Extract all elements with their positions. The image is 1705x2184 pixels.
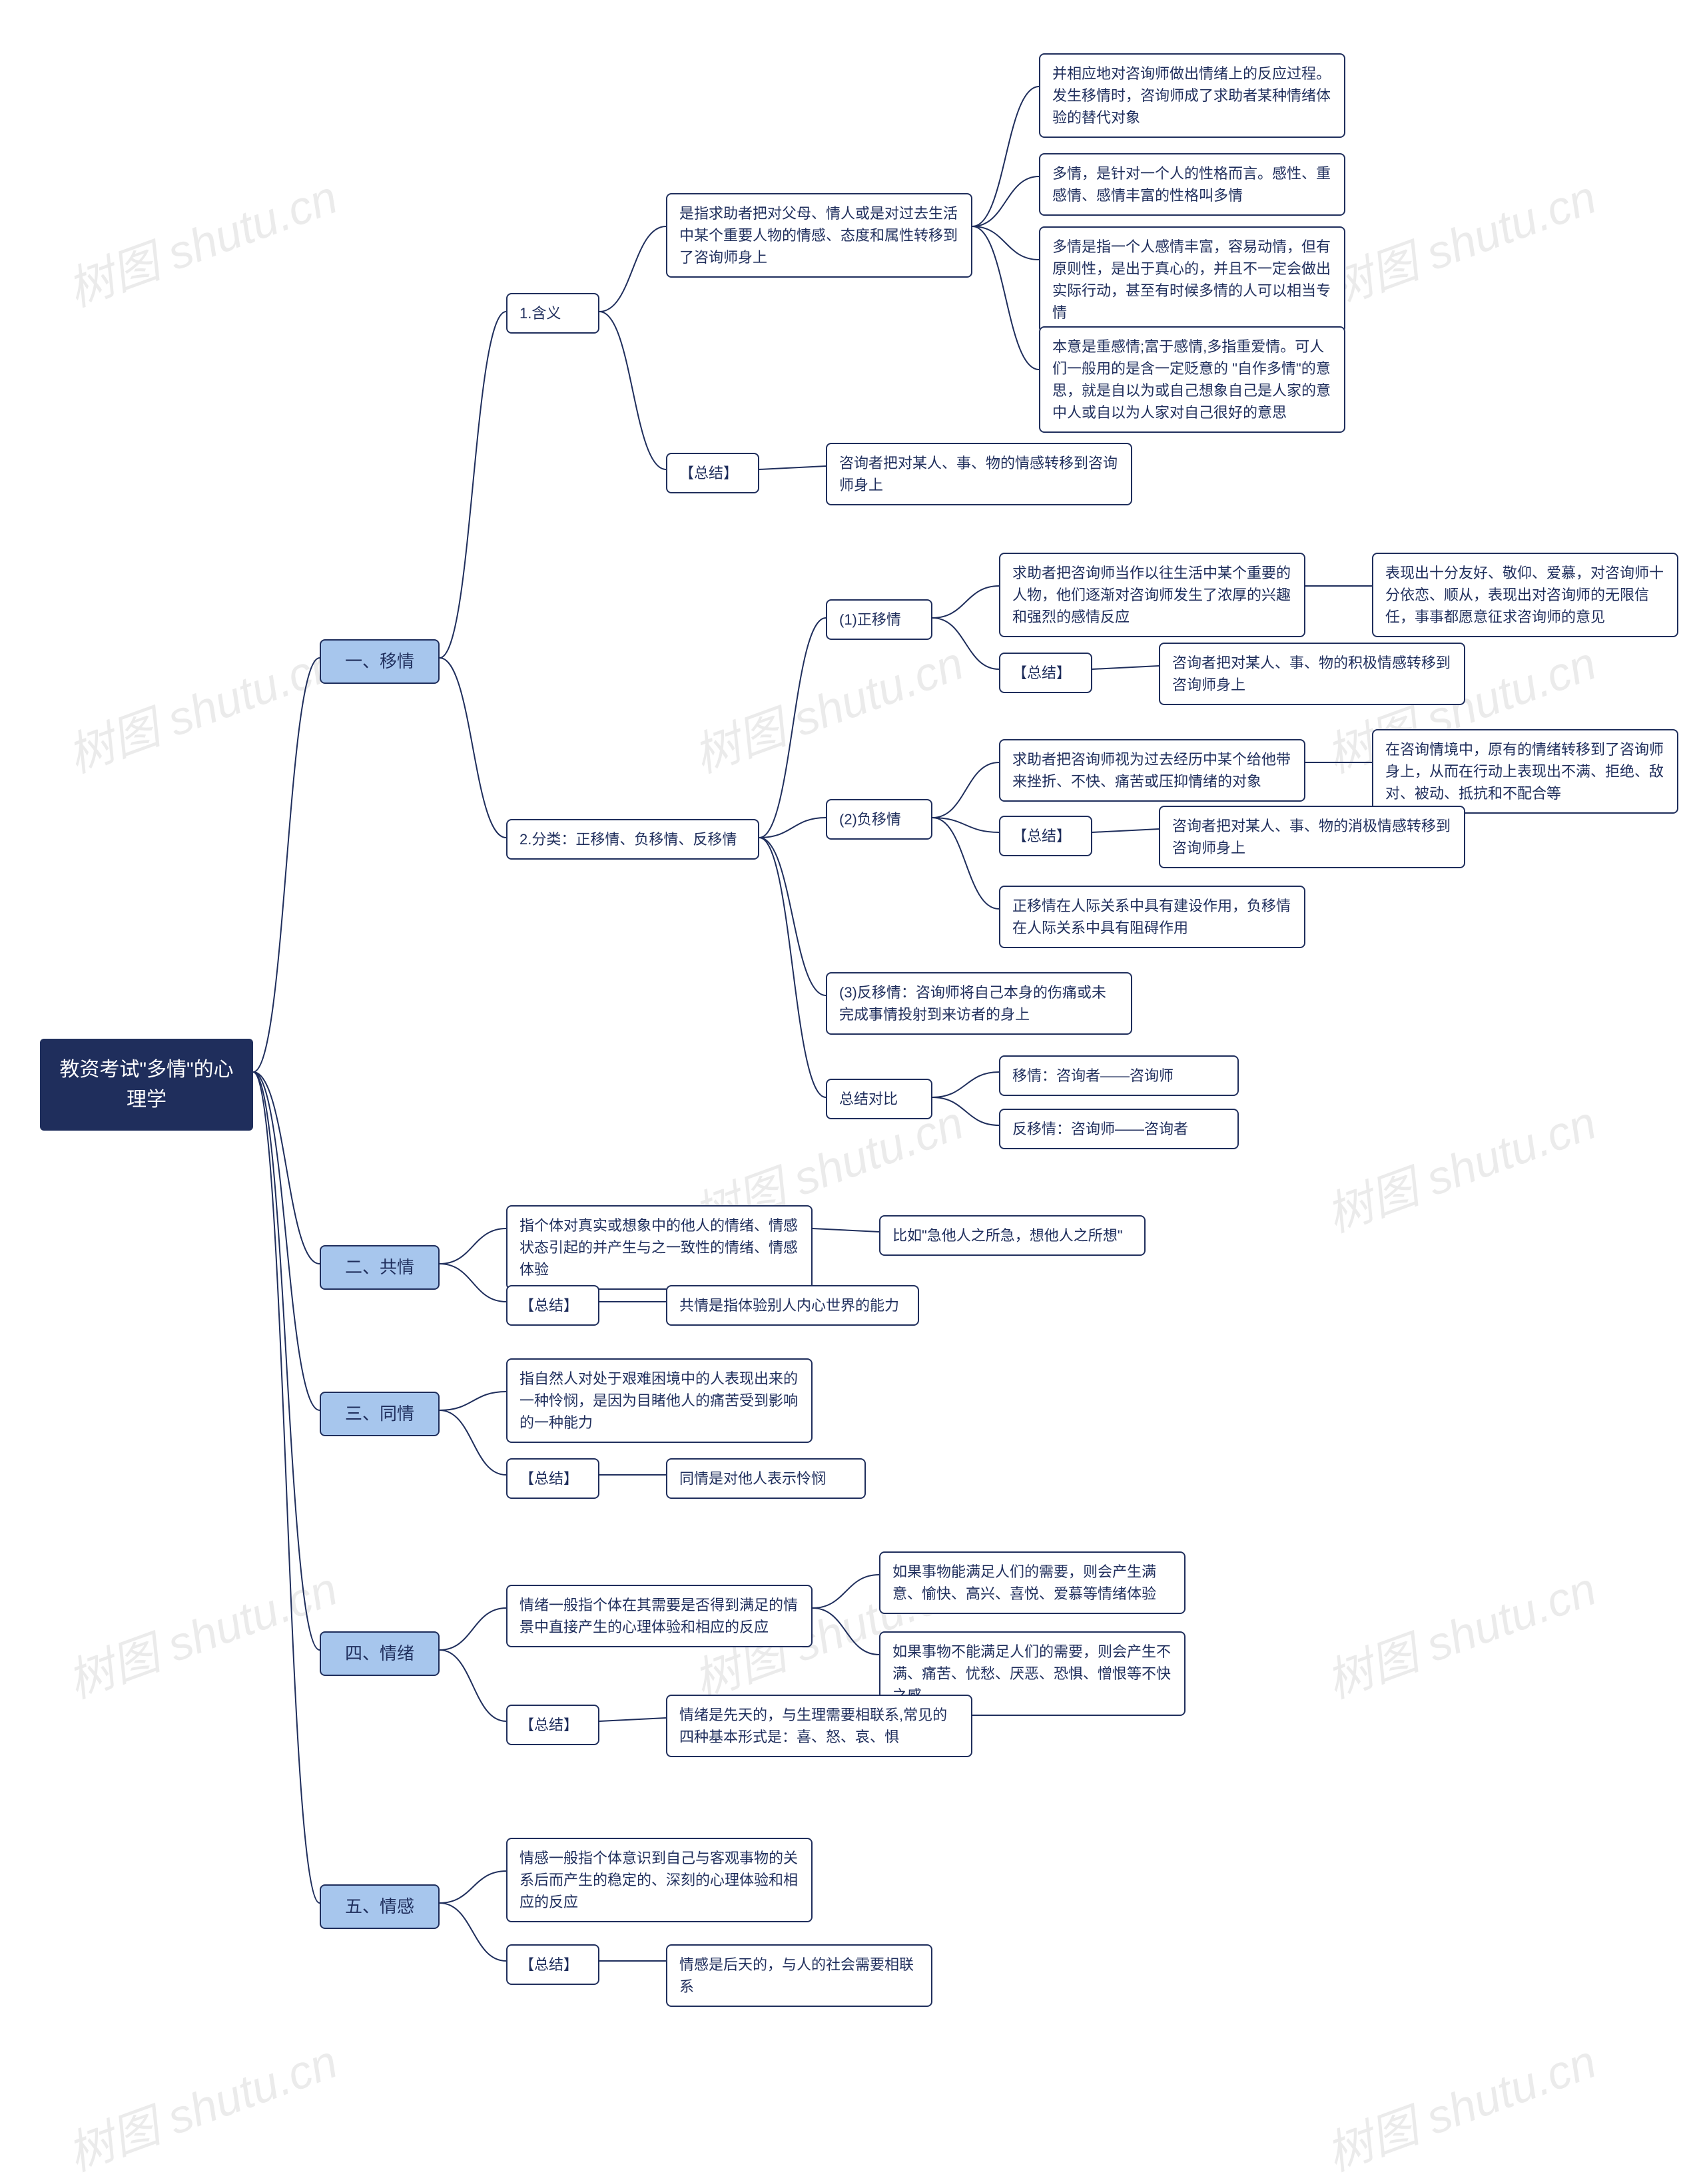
- node-5-a: 情感一般指个体意识到自己与客观事物的关系后而产生的稳定的、深刻的心理体验和相应的…: [506, 1838, 813, 1922]
- node-1-2-b1x: 在咨询情境中，原有的情绪转移到了咨询师身上，从而在行动上表现出不满、拒绝、敌对、…: [1372, 729, 1678, 814]
- node-3-b: 【总结】: [506, 1458, 599, 1499]
- l1-feeling: 五、情感: [320, 1884, 440, 1929]
- node-1-2-a: (1)正移情: [826, 599, 932, 640]
- node-1-2-a2: 【总结】: [999, 653, 1092, 693]
- node-1-2-d1: 移情：咨询者——咨询师: [999, 1055, 1239, 1096]
- watermark: 树图 shutu.cn: [1316, 2025, 1604, 2184]
- node-1-2-b3: 正移情在人际关系中具有建设作用，负移情在人际关系中具有阻碍作用: [999, 886, 1305, 948]
- node-1-2-b1: 求助者把咨询师视为过去经历中某个给他带来挫折、不快、痛苦或压抑情绪的对象: [999, 739, 1305, 802]
- l1-sympathy: 三、同情: [320, 1392, 440, 1436]
- node-3-b1: 同情是对他人表示怜悯: [666, 1458, 866, 1499]
- node-2-b: 【总结】: [506, 1285, 599, 1326]
- watermark: 树图 shutu.cn: [57, 2025, 346, 2184]
- watermark: 树图 shutu.cn: [683, 627, 972, 786]
- l1-transference: 一、移情: [320, 639, 440, 684]
- node-2-a: 指个体对真实或想象中的他人的情绪、情感状态引起的并产生与之一致性的情绪、情感体验: [506, 1205, 813, 1290]
- watermark: 树图 shutu.cn: [1316, 1086, 1604, 1246]
- node-4-b: 【总结】: [506, 1705, 599, 1745]
- root-node: 教资考试"多情"的心理学: [40, 1039, 253, 1131]
- node-1-1-a1: 并相应地对咨询师做出情绪上的反应过程。发生移情时，咨询师成了求助者某种情绪体验的…: [1039, 53, 1345, 138]
- node-1-2-c: (3)反移情：咨询师将自己本身的伤痛或未完成事情投射到来访者的身上: [826, 972, 1132, 1035]
- watermark: 树图 shutu.cn: [1316, 1552, 1604, 1712]
- node-1-1: 1.含义: [506, 293, 599, 334]
- node-1-2-a1: 求助者把咨询师当作以往生活中某个重要的人物，他们逐渐对咨询师发生了浓厚的兴趣和强…: [999, 553, 1305, 637]
- node-1-2-d: 总结对比: [826, 1079, 932, 1119]
- node-3-a: 指自然人对处于艰难困境中的人表现出来的一种怜悯，是因为目睹他人的痛苦受到影响的一…: [506, 1358, 813, 1443]
- watermark: 树图 shutu.cn: [57, 160, 346, 320]
- node-2-a1: 比如"急他人之所急，想他人之所想": [879, 1215, 1146, 1256]
- node-1-1-a3: 多情是指一个人感情丰富，容易动情，但有原则性，是出于真心的，并且不一定会做出实际…: [1039, 226, 1345, 333]
- node-2-b1: 共情是指体验别人内心世界的能力: [666, 1285, 919, 1326]
- node-1-1-a: 是指求助者把对父母、情人或是对过去生活中某个重要人物的情感、态度和属性转移到了咨…: [666, 193, 972, 278]
- l1-empathy: 二、共情: [320, 1245, 440, 1290]
- node-4-a: 情绪一般指个体在其需要是否得到满足的情景中直接产生的心理体验和相应的反应: [506, 1585, 813, 1647]
- node-1-1-a2: 多情，是针对一个人的性格而言。感性、重感情、感情丰富的性格叫多情: [1039, 153, 1345, 216]
- watermark: 树图 shutu.cn: [57, 1552, 346, 1712]
- node-1-2-b2: 【总结】: [999, 816, 1092, 856]
- node-1-1-b1: 咨询者把对某人、事、物的情感转移到咨询师身上: [826, 443, 1132, 505]
- node-1-2-b2x: 咨询者把对某人、事、物的消极情感转移到咨询师身上: [1159, 806, 1465, 868]
- mindmap-canvas: 树图 shutu.cn 树图 shutu.cn 树图 shutu.cn 树图 s…: [0, 0, 1705, 2125]
- node-5-b1: 情感是后天的，与人的社会需要相联系: [666, 1944, 932, 2007]
- node-1-2-d2: 反移情：咨询师——咨询者: [999, 1109, 1239, 1149]
- node-1-1-b: 【总结】: [666, 453, 759, 493]
- connectors: [0, 0, 1705, 2125]
- node-1-2-a2x: 咨询者把对某人、事、物的积极情感转移到咨询师身上: [1159, 643, 1465, 705]
- node-1-2-b: (2)负移情: [826, 799, 932, 840]
- node-1-2-a1x: 表现出十分友好、敬仰、爱慕，对咨询师十分依恋、顺从，表现出对咨询师的无限信任，事…: [1372, 553, 1678, 637]
- watermark: 树图 shutu.cn: [1316, 160, 1604, 320]
- node-1-1-a4: 本意是重感情;富于感情,多指重爱情。可人们一般用的是含一定贬意的 "自作多情"的…: [1039, 326, 1345, 433]
- node-5-b: 【总结】: [506, 1944, 599, 1985]
- l1-emotion: 四、情绪: [320, 1631, 440, 1676]
- node-4-a1: 如果事物能满足人们的需要，则会产生满意、愉快、高兴、喜悦、爱慕等情绪体验: [879, 1551, 1186, 1614]
- node-1-2: 2.分类：正移情、负移情、反移情: [506, 819, 759, 860]
- node-4-b1: 情绪是先天的，与生理需要相联系,常见的四种基本形式是：喜、怒、哀、惧: [666, 1695, 972, 1757]
- watermark: 树图 shutu.cn: [57, 627, 346, 786]
